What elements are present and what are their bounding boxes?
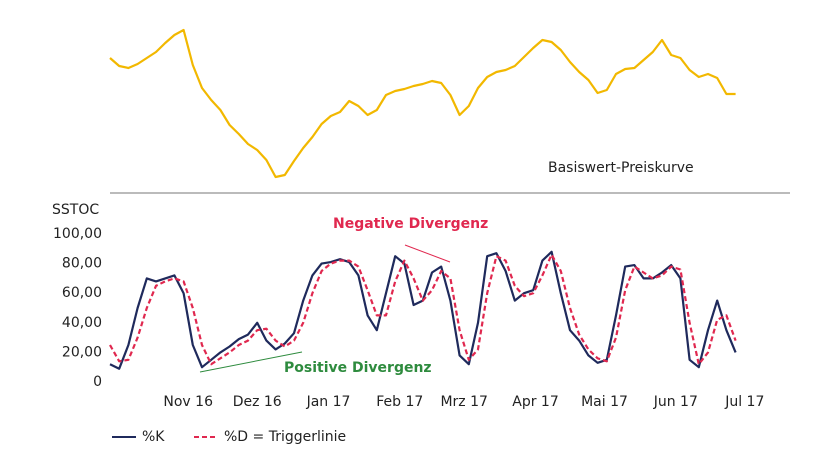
x-tick-label: Dez 16	[233, 394, 282, 410]
y-tick-label: 20,00	[62, 344, 102, 360]
x-tick-label: Mai 17	[581, 394, 628, 410]
legend-label: %K	[142, 429, 165, 445]
x-tick-label: Jan 17	[306, 394, 351, 410]
series-line	[109, 28, 736, 179]
x-tick-label: Feb 17	[376, 394, 423, 410]
y-axis-title: SSTOC	[52, 202, 99, 218]
annotation: Negative Divergenz	[333, 216, 488, 232]
y-tick-label: 80,00	[62, 256, 102, 272]
legend-label: %D = Triggerlinie	[224, 429, 346, 445]
x-tick-label: Nov 16	[163, 394, 213, 410]
x-tick-label: Jun 17	[653, 394, 698, 410]
divergence-line	[404, 244, 451, 263]
x-tick-label: Jul 17	[724, 394, 764, 410]
annotation: Positive Divergenz	[284, 360, 432, 376]
y-tick-label: 60,00	[62, 285, 102, 301]
x-tick-label: Mrz 17	[440, 394, 487, 410]
y-tick-label: 0	[93, 374, 102, 390]
y-tick-label: 100,00	[53, 226, 102, 242]
y-tick-label: 40,00	[62, 315, 102, 331]
x-tick-label: Apr 17	[512, 394, 558, 410]
divergence-line	[199, 351, 303, 373]
series-line	[109, 253, 737, 366]
price-label: Basiswert-Preiskurve	[548, 160, 694, 176]
